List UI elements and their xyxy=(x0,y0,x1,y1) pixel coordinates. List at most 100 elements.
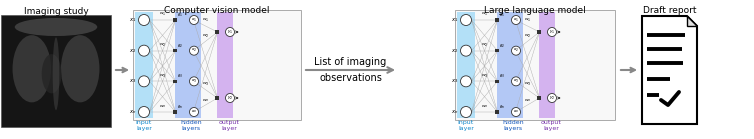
Text: $\alpha_n$: $\alpha_n$ xyxy=(191,109,198,115)
Bar xyxy=(495,49,498,52)
Text: $\alpha_2$: $\alpha_2$ xyxy=(191,47,197,54)
Text: hidden
layers: hidden layers xyxy=(180,120,202,131)
Text: $\delta_2$: $\delta_2$ xyxy=(177,42,183,50)
Bar xyxy=(538,96,541,100)
Text: $x_1$: $x_1$ xyxy=(451,16,458,24)
Text: $\alpha_n$: $\alpha_n$ xyxy=(513,109,520,115)
Bar xyxy=(175,12,201,118)
Text: $w_1$: $w_1$ xyxy=(158,11,166,18)
Circle shape xyxy=(511,107,520,116)
Text: $\delta_n$: $\delta_n$ xyxy=(499,103,505,111)
Bar xyxy=(133,10,301,120)
Text: Large language model: Large language model xyxy=(484,6,586,15)
Text: $\delta_3$: $\delta_3$ xyxy=(499,73,505,80)
Text: $y_2$: $y_2$ xyxy=(227,94,233,102)
Circle shape xyxy=(139,45,149,56)
Bar xyxy=(173,80,176,83)
Bar xyxy=(497,12,523,118)
Bar xyxy=(173,49,176,52)
Circle shape xyxy=(461,14,471,25)
Ellipse shape xyxy=(53,37,60,110)
Ellipse shape xyxy=(15,18,97,36)
Ellipse shape xyxy=(13,35,51,102)
Text: $y_2$: $y_2$ xyxy=(549,94,555,102)
Circle shape xyxy=(139,106,149,117)
Text: $w_1$: $w_1$ xyxy=(480,11,488,18)
Text: observations: observations xyxy=(319,73,382,83)
Circle shape xyxy=(225,94,234,102)
Bar xyxy=(495,18,498,22)
Text: $x_2$: $x_2$ xyxy=(451,47,458,55)
Circle shape xyxy=(189,46,198,55)
Text: $y_1$: $y_1$ xyxy=(227,28,233,36)
Circle shape xyxy=(547,28,556,37)
Text: output
layer: output layer xyxy=(219,120,240,131)
Text: input
layer: input layer xyxy=(458,120,474,131)
Circle shape xyxy=(511,46,520,55)
Text: $w_3$: $w_3$ xyxy=(523,81,531,88)
Bar xyxy=(455,10,615,120)
Text: $w_n$: $w_n$ xyxy=(201,97,209,104)
Text: $\alpha_2$: $\alpha_2$ xyxy=(513,47,520,54)
Circle shape xyxy=(225,28,234,37)
Text: Draft report: Draft report xyxy=(642,6,696,15)
Bar xyxy=(495,80,498,83)
Text: $w_2$: $w_2$ xyxy=(523,32,531,40)
Circle shape xyxy=(547,94,556,102)
Text: $w_n$: $w_n$ xyxy=(480,104,488,111)
Text: Imaging study: Imaging study xyxy=(23,7,88,16)
Text: Computer vision model: Computer vision model xyxy=(164,6,270,15)
Bar xyxy=(135,12,153,118)
Text: $\delta_3$: $\delta_3$ xyxy=(177,73,183,80)
Text: $y_1$: $y_1$ xyxy=(549,28,555,36)
Text: $\alpha_3$: $\alpha_3$ xyxy=(191,78,198,85)
Circle shape xyxy=(461,106,471,117)
Bar xyxy=(217,12,233,118)
Bar xyxy=(539,12,555,118)
Text: $w_2$: $w_2$ xyxy=(201,32,209,40)
Circle shape xyxy=(511,77,520,86)
Circle shape xyxy=(461,76,471,87)
Bar xyxy=(457,12,475,118)
Text: List of imaging: List of imaging xyxy=(314,57,387,67)
Bar xyxy=(1,15,111,127)
Circle shape xyxy=(139,76,149,87)
Text: output
layer: output layer xyxy=(541,120,562,131)
Circle shape xyxy=(511,16,520,24)
Ellipse shape xyxy=(61,35,100,102)
Bar xyxy=(215,96,219,100)
Circle shape xyxy=(139,14,149,25)
Text: $x_n$: $x_n$ xyxy=(129,108,136,116)
Text: hidden
layers: hidden layers xyxy=(502,120,524,131)
Text: $w_3$: $w_3$ xyxy=(201,81,209,88)
Circle shape xyxy=(461,45,471,56)
Ellipse shape xyxy=(41,54,62,93)
Text: $\alpha_1$: $\alpha_1$ xyxy=(191,16,197,24)
Text: $w_2$: $w_2$ xyxy=(480,42,488,49)
Text: $\alpha_1$: $\alpha_1$ xyxy=(513,16,520,24)
Text: $\delta_1$: $\delta_1$ xyxy=(499,11,505,19)
Text: $w_1$: $w_1$ xyxy=(523,17,531,24)
Text: input
layer: input layer xyxy=(136,120,152,131)
Text: $\delta_1$: $\delta_1$ xyxy=(177,11,183,19)
Text: $x_3$: $x_3$ xyxy=(129,77,136,85)
Circle shape xyxy=(189,16,198,24)
Text: $\delta_2$: $\delta_2$ xyxy=(499,42,505,50)
Text: $w_3$: $w_3$ xyxy=(480,72,488,80)
Bar xyxy=(495,110,498,114)
Circle shape xyxy=(189,77,198,86)
Text: $w_n$: $w_n$ xyxy=(523,97,531,104)
Polygon shape xyxy=(687,16,697,26)
Bar xyxy=(173,110,176,114)
Polygon shape xyxy=(642,16,697,124)
Text: $w_1$: $w_1$ xyxy=(201,17,209,24)
Bar xyxy=(538,30,541,34)
Bar xyxy=(215,30,219,34)
Text: $w_n$: $w_n$ xyxy=(158,104,166,111)
Text: $x_2$: $x_2$ xyxy=(129,47,136,55)
Text: $x_1$: $x_1$ xyxy=(129,16,136,24)
Text: $x_3$: $x_3$ xyxy=(451,77,458,85)
Circle shape xyxy=(189,107,198,116)
Text: $w_3$: $w_3$ xyxy=(158,72,166,80)
Text: $w_2$: $w_2$ xyxy=(158,42,166,49)
